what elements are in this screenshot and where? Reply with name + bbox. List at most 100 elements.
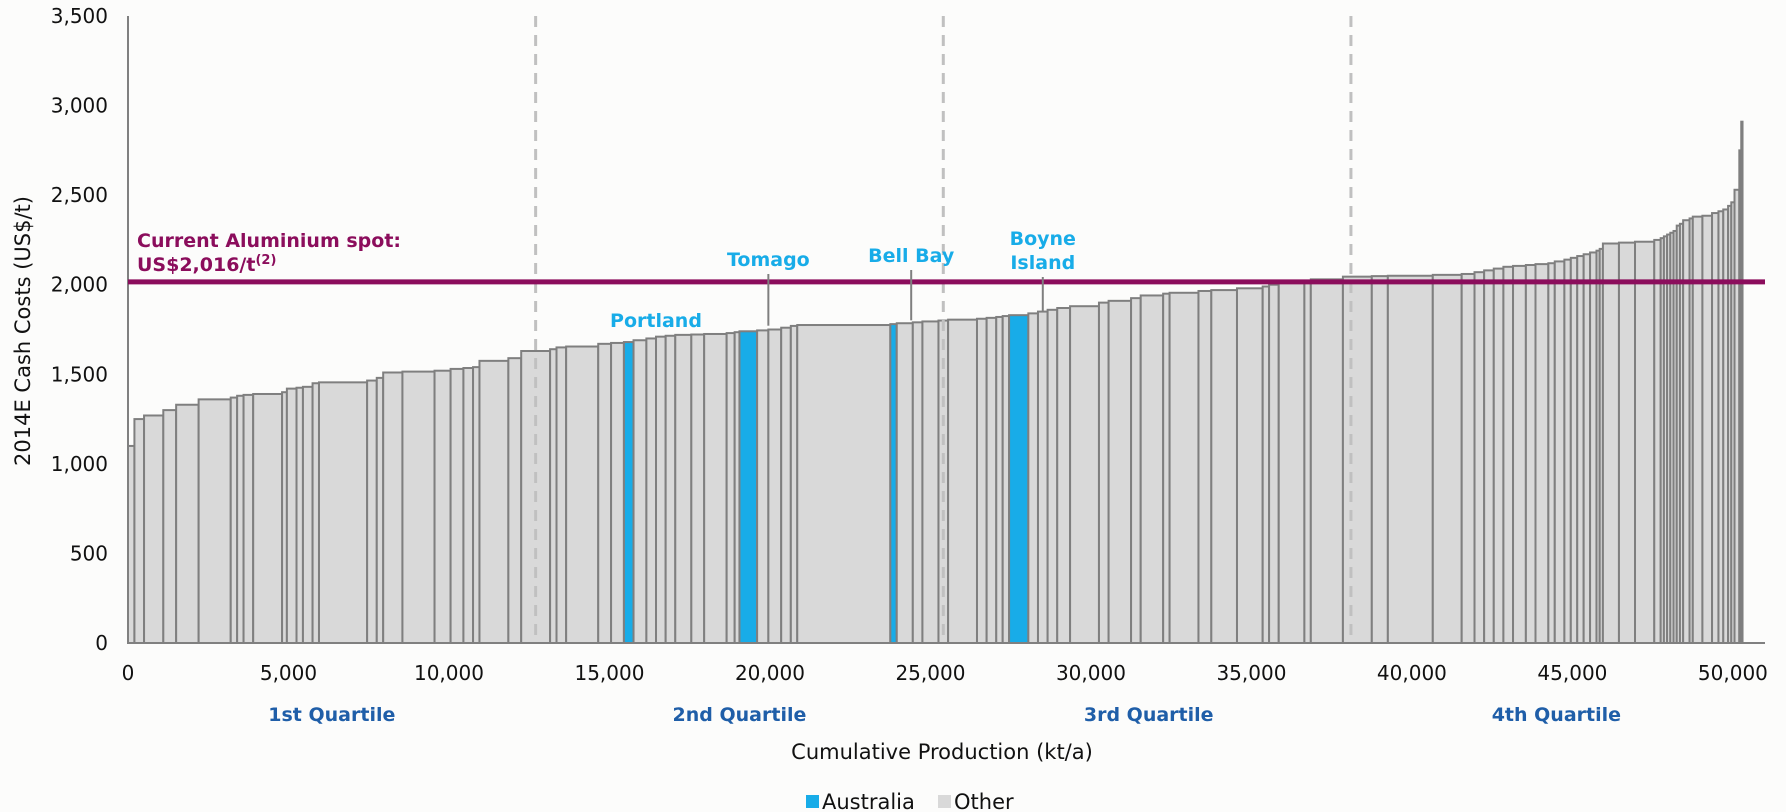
bar-other	[1473, 271, 1486, 644]
x-tick-label: 5,000	[260, 661, 317, 685]
x-tick-label: 30,000	[1056, 661, 1126, 685]
bar-other	[1056, 307, 1072, 644]
bar-other	[1107, 299, 1133, 644]
bar-other	[1553, 260, 1566, 644]
bar-other	[632, 339, 648, 644]
quartile-label: 3rd Quartile	[1084, 704, 1214, 726]
bar-other	[462, 367, 475, 644]
x-tick-label: 45,000	[1537, 661, 1607, 685]
bar-other	[690, 333, 706, 644]
bar-other	[478, 359, 510, 644]
bar-other	[1524, 264, 1537, 644]
bar-other	[703, 332, 728, 644]
bar-other	[947, 318, 978, 644]
spot-price-footnote: (2)	[255, 253, 276, 268]
y-tick-label: 1,000	[51, 452, 108, 476]
bar-other	[1268, 283, 1280, 644]
bar-other	[975, 317, 988, 644]
bar-other	[1210, 289, 1238, 644]
bar-other	[985, 316, 998, 644]
bar-other	[175, 403, 200, 644]
bar-other	[1431, 273, 1463, 644]
legend-swatch	[806, 795, 819, 808]
quartile-label: 4th Quartile	[1492, 704, 1621, 726]
x-tick-label: 40,000	[1377, 661, 1447, 685]
y-tick-label: 3,000	[51, 94, 108, 118]
bar-other	[317, 381, 369, 644]
plant-label: Tomago	[727, 249, 810, 271]
quartile-label: 2nd Quartile	[673, 704, 807, 726]
bar-other	[133, 418, 146, 645]
x-tick-label: 15,000	[574, 661, 644, 685]
bar-other	[1534, 263, 1550, 644]
bar-other	[1341, 275, 1373, 644]
bar-other	[1740, 120, 1744, 645]
x-tick-label: 35,000	[1216, 661, 1286, 685]
legend-label: Other	[954, 790, 1014, 812]
bar-australia	[622, 341, 635, 644]
y-tick-label: 3,500	[51, 4, 108, 28]
x-tick-label: 10,000	[414, 661, 484, 685]
bar-other	[507, 357, 523, 644]
bar-other	[1097, 301, 1110, 644]
bar-australia	[1008, 314, 1030, 644]
bar-other	[1617, 241, 1637, 644]
bar-other	[449, 367, 465, 644]
bar-other	[767, 328, 783, 644]
bar-other	[401, 370, 436, 644]
bar-other	[1027, 312, 1039, 644]
x-tick-label: 0	[122, 661, 135, 685]
bar-other	[1069, 305, 1100, 644]
bar-other	[597, 342, 613, 644]
bar-other	[655, 335, 667, 644]
bar-other	[1386, 274, 1434, 644]
bar-australia	[738, 330, 759, 644]
bar-other	[1483, 269, 1495, 644]
bar-other	[1130, 297, 1142, 644]
bar-other	[433, 369, 452, 644]
bar-other	[1634, 240, 1656, 644]
bar-other	[1492, 267, 1505, 644]
bar-other	[1168, 291, 1200, 644]
plant-label: Bell Bay	[868, 245, 955, 267]
bar-other	[1235, 287, 1264, 644]
axes-layer: 0 500 1,000 1,500 2,000 2,500 3,000 3,500 0 5,000…	[51, 4, 1768, 726]
bar-other	[1277, 281, 1306, 644]
bar-other	[921, 320, 940, 644]
bar-other	[565, 345, 600, 644]
bar-other	[1512, 264, 1527, 644]
bar-other	[911, 321, 924, 644]
bar-other	[895, 322, 914, 644]
bar-other	[143, 414, 165, 645]
bar-other	[674, 333, 693, 644]
y-tick-label: 2,000	[51, 273, 108, 297]
legend: Australia Other	[806, 790, 1014, 812]
bar-other	[756, 329, 770, 644]
bar-other	[1370, 275, 1389, 644]
legend-swatch	[938, 795, 951, 808]
bar-other	[610, 341, 625, 644]
bar-other	[1502, 265, 1515, 644]
spot-price-label-line1: Current Aluminium spot:	[137, 230, 401, 252]
bar-other	[1601, 242, 1620, 645]
y-axis-title: 2014E Cash Costs (US$/t)	[11, 196, 35, 466]
bar-other	[301, 385, 314, 644]
bar-other	[197, 398, 232, 645]
bar-other	[664, 334, 677, 644]
y-tick-label: 500	[70, 541, 108, 565]
bar-other	[252, 392, 284, 644]
bar-other	[780, 326, 792, 644]
spot-price-label-line2: US$2,016/t(2)	[137, 253, 276, 276]
plant-label: Portland	[610, 310, 702, 332]
quartile-dividers	[534, 16, 1353, 643]
spot-price-layer: Current Aluminium spot:US$2,016/t(2)	[128, 230, 1765, 285]
bar-other	[1036, 310, 1049, 644]
x-axis-title: Cumulative Production (kt/a)	[791, 740, 1093, 764]
bar-other	[1460, 272, 1476, 644]
bar-other	[1197, 289, 1213, 644]
y-tick-label: 1,500	[51, 362, 108, 386]
bar-other	[725, 332, 736, 644]
bar-other	[1139, 294, 1165, 644]
